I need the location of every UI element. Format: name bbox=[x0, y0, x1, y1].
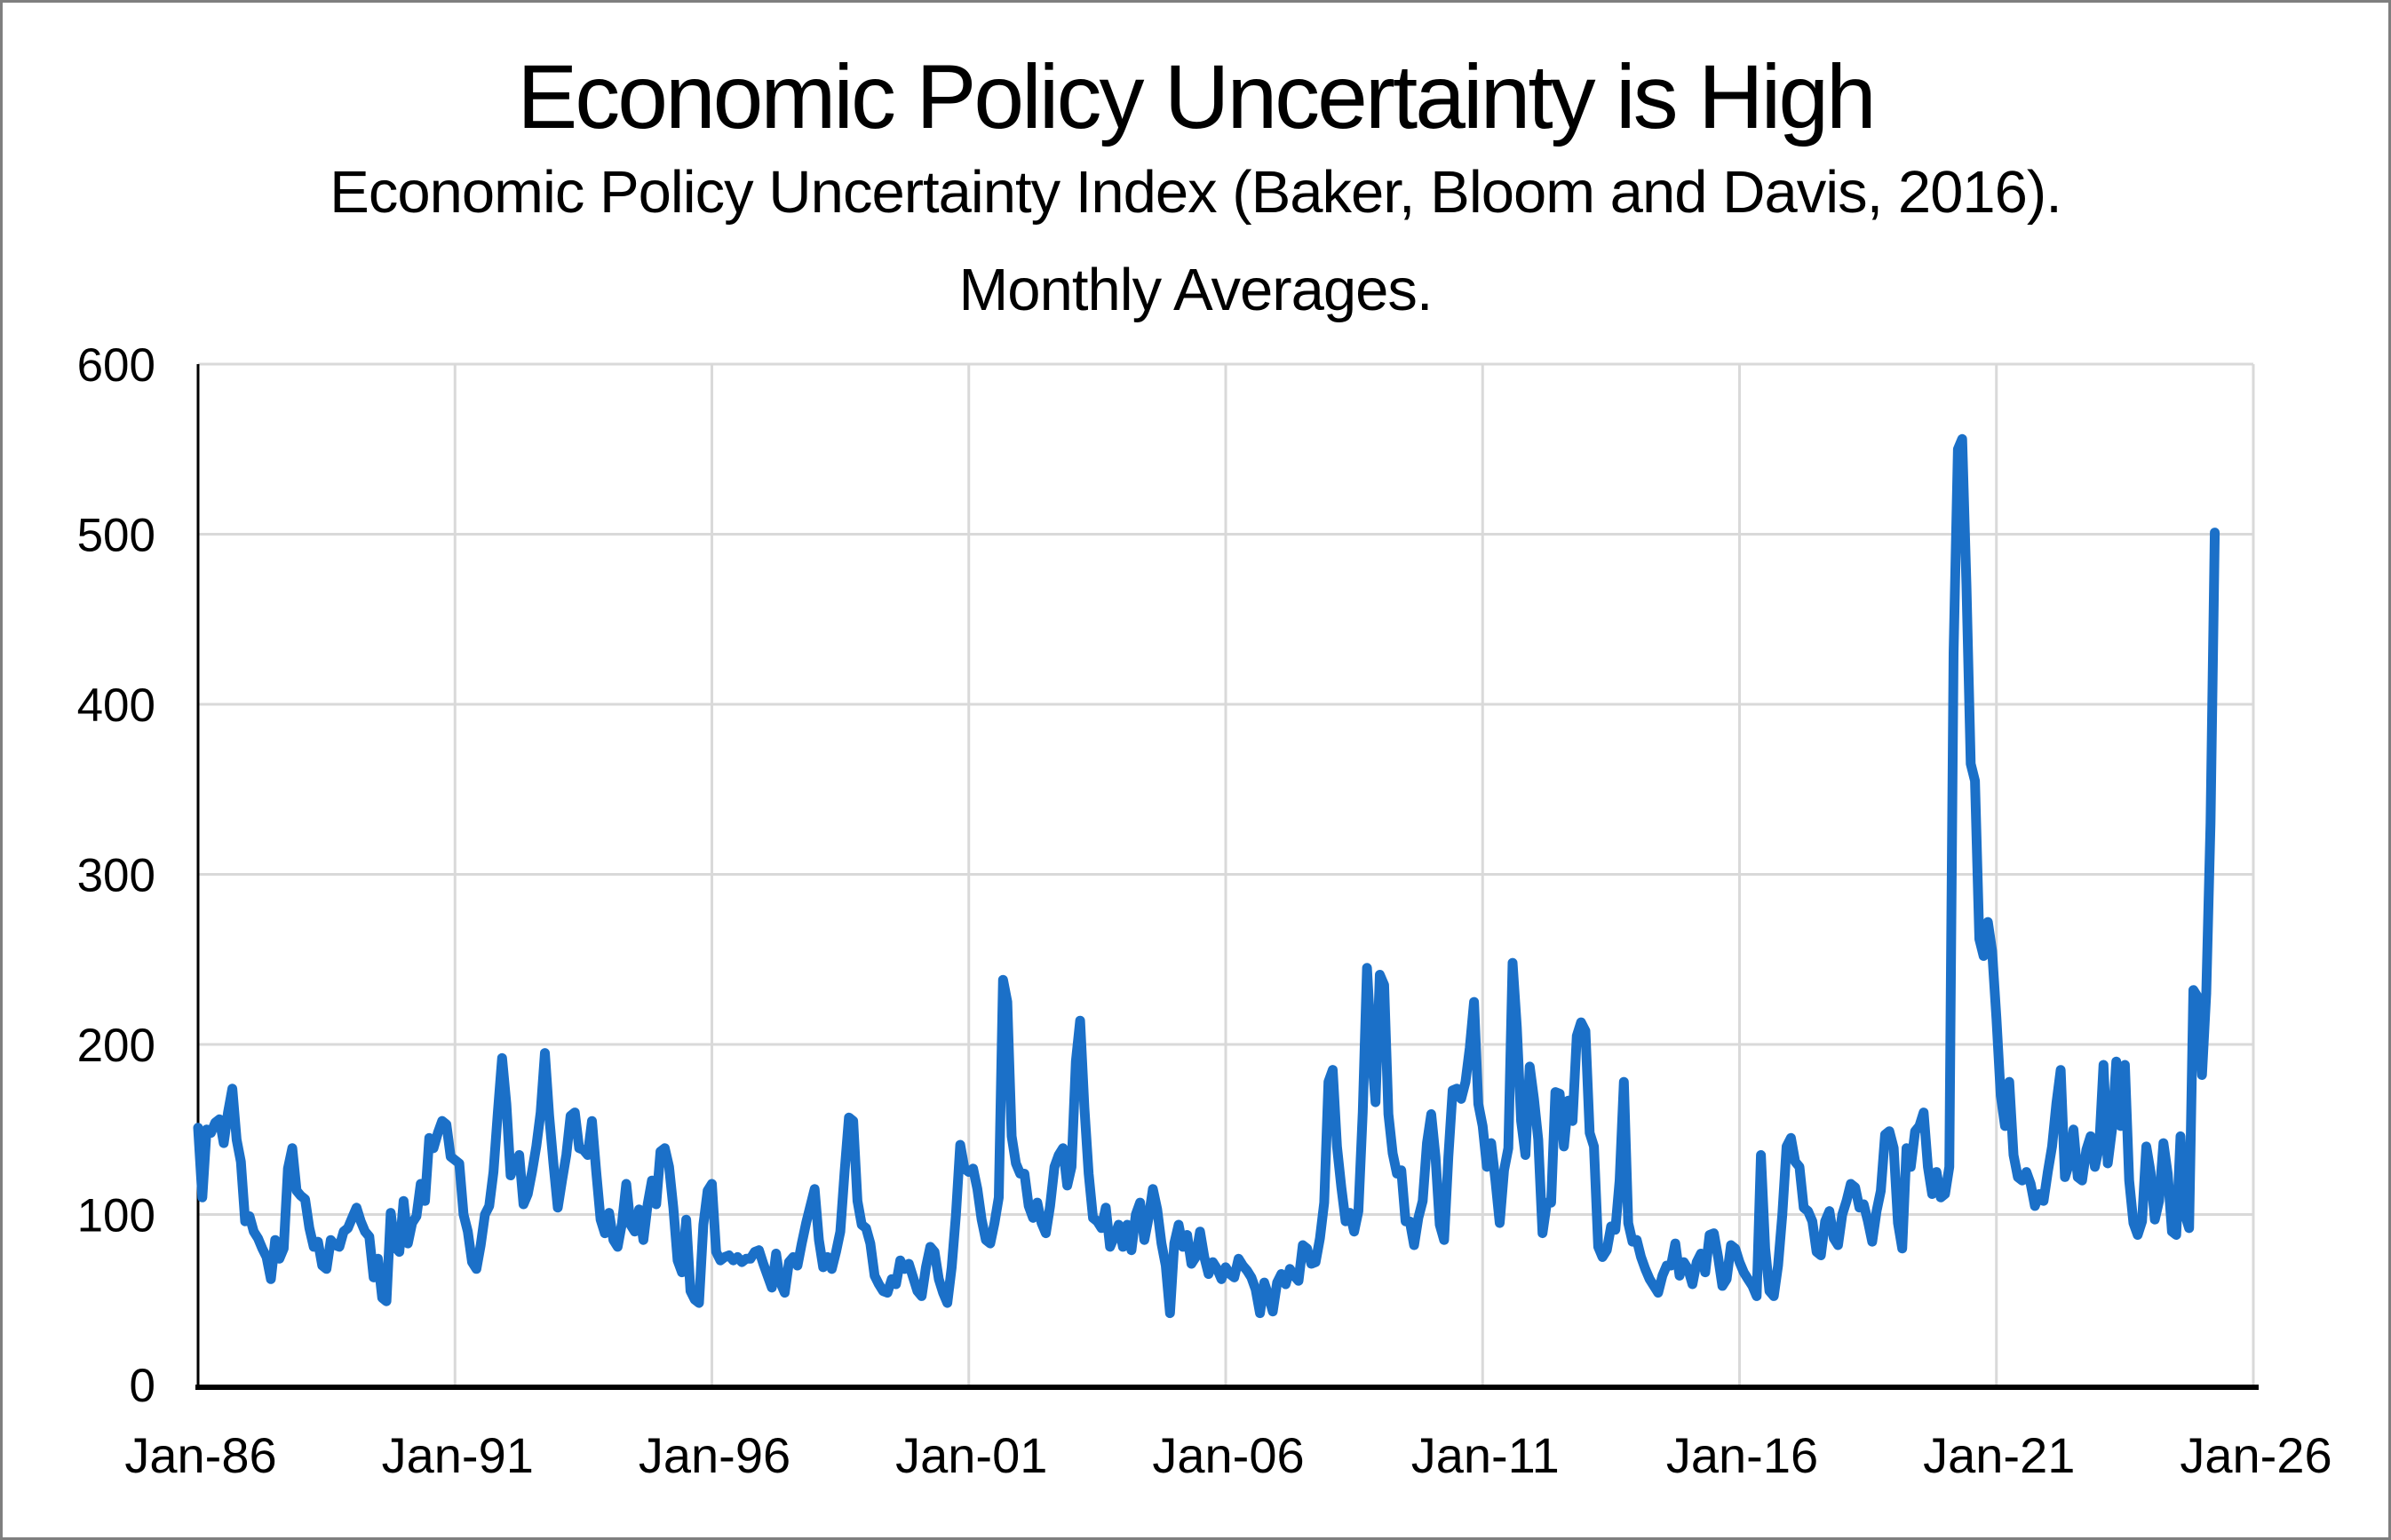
x-tick-label-Jan-21: Jan-21 bbox=[1923, 1427, 2075, 1483]
chart-subtitle-line1: Economic Policy Uncertainty Index (Baker… bbox=[330, 159, 2062, 226]
y-tick-label-500: 500 bbox=[77, 510, 155, 562]
epu-line-chart: 0 100 200 300 400 500 600 Jan-86 Jan-91 Jan-96 Jan… bbox=[77, 339, 2332, 1483]
y-tick-label-100: 100 bbox=[77, 1190, 155, 1242]
x-tick-label-Jan-11: Jan-11 bbox=[1411, 1427, 1560, 1483]
y-tick-label-300: 300 bbox=[77, 850, 155, 902]
x-tick-label-Jan-01: Jan-01 bbox=[895, 1427, 1047, 1483]
x-tick-label-Jan-86: Jan-86 bbox=[124, 1427, 276, 1483]
epu-series-line bbox=[193, 433, 2220, 1319]
x-tick-label-Jan-96: Jan-96 bbox=[639, 1427, 790, 1483]
y-tick-label-400: 400 bbox=[77, 679, 155, 732]
y-tick-label-600: 600 bbox=[77, 339, 155, 392]
x-tick-label-Jan-06: Jan-06 bbox=[1152, 1427, 1304, 1483]
x-tick-label-Jan-91: Jan-91 bbox=[382, 1427, 534, 1483]
x-tick-label-Jan-16: Jan-16 bbox=[1666, 1427, 1818, 1483]
chart-subtitle-line2: Monthly Averages. bbox=[958, 257, 1434, 323]
chart-title: Economic Policy Uncertainty is High bbox=[517, 46, 1877, 147]
x-tick-label-Jan-26: Jan-26 bbox=[2180, 1427, 2331, 1483]
y-tick-label-200: 200 bbox=[77, 1020, 155, 1072]
y-tick-label-0: 0 bbox=[130, 1360, 155, 1412]
